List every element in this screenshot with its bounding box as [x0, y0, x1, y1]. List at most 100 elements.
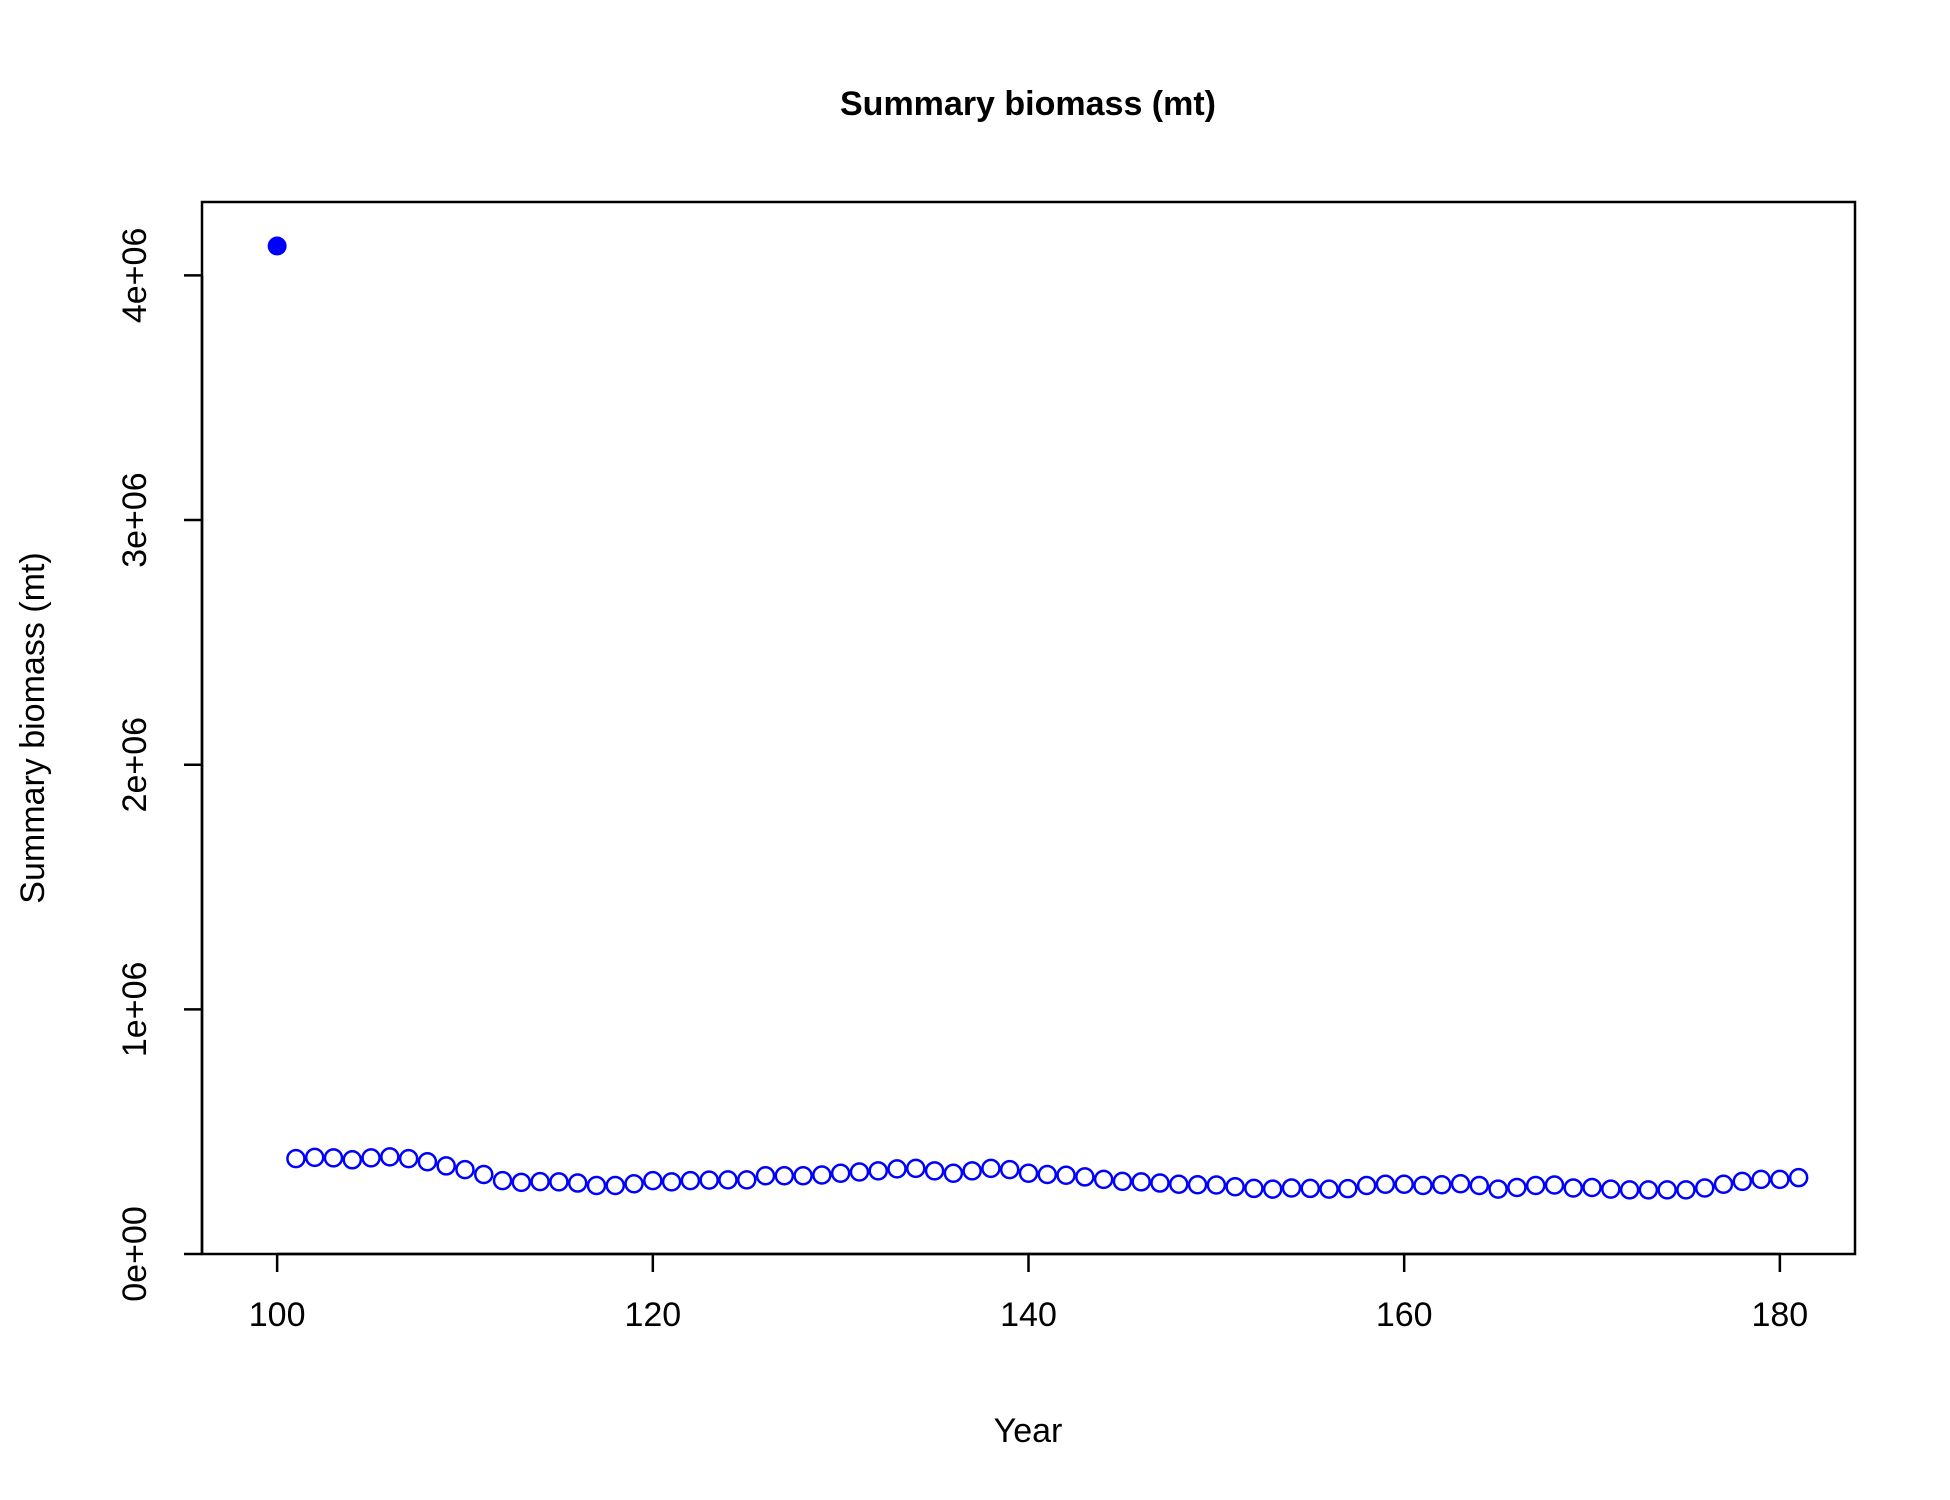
- data-point: [1206, 1175, 1227, 1195]
- data-point: [1619, 1180, 1640, 1200]
- data-point: [1338, 1178, 1358, 1199]
- data-point: [774, 1165, 795, 1186]
- data-point: [1375, 1174, 1396, 1195]
- chart-title: Summary biomass (mt): [840, 85, 1216, 123]
- data-point: [1281, 1178, 1302, 1198]
- data-point: [906, 1158, 926, 1179]
- data-point: [1601, 1179, 1621, 1199]
- data-point: [1657, 1180, 1677, 1200]
- x-tick-label: 120: [624, 1296, 681, 1334]
- data-point: [323, 1148, 344, 1168]
- data-point: [1432, 1175, 1452, 1195]
- data-point: [1169, 1174, 1189, 1195]
- data-point: [1544, 1175, 1565, 1195]
- data-point: [1037, 1164, 1058, 1185]
- data-point: [643, 1170, 663, 1191]
- data-point: [1244, 1178, 1264, 1199]
- data-point: [1713, 1174, 1734, 1195]
- data-point: [511, 1172, 532, 1193]
- data-points: [267, 236, 1809, 1200]
- data-point: [567, 1173, 588, 1193]
- data-point: [736, 1170, 757, 1190]
- data-point: [830, 1163, 851, 1184]
- data-point: [1150, 1173, 1170, 1193]
- data-point: [286, 1148, 306, 1169]
- data-point: [849, 1162, 870, 1182]
- data-point: [680, 1170, 701, 1191]
- data-point: [1056, 1165, 1076, 1185]
- data-point: [1788, 1167, 1809, 1188]
- data-point: [1413, 1175, 1433, 1196]
- data-point: [1225, 1176, 1245, 1197]
- x-tick-label: 180: [1751, 1296, 1808, 1334]
- data-point: [304, 1147, 325, 1168]
- data-point: [1112, 1171, 1133, 1192]
- data-point: [1638, 1180, 1659, 1200]
- data-point: [661, 1172, 682, 1192]
- data-point: [624, 1174, 644, 1194]
- data-point: [455, 1159, 475, 1180]
- data-point: [1507, 1177, 1527, 1198]
- data-point: [1356, 1175, 1377, 1196]
- data-point: [1751, 1169, 1771, 1190]
- data-point: [699, 1170, 719, 1190]
- data-point: [868, 1161, 888, 1181]
- data-point: [380, 1147, 400, 1167]
- y-axis-label: Summary biomass (mt): [14, 552, 52, 903]
- x-axis-label: Year: [994, 1412, 1063, 1450]
- data-point: [361, 1148, 381, 1168]
- y-tick-label: 4e+06: [116, 228, 154, 324]
- data-point: [1394, 1174, 1414, 1195]
- y-axis: 0e+00 1e+06 2e+06 3e+06 4e+06: [116, 228, 204, 1302]
- data-point: [436, 1156, 456, 1176]
- data-point: [1525, 1175, 1546, 1196]
- data-point: [342, 1150, 363, 1170]
- y-tick-label: 1e+06: [116, 962, 154, 1058]
- data-point: [812, 1165, 832, 1185]
- data-point: [943, 1163, 964, 1184]
- data-point: [1075, 1167, 1095, 1187]
- plot-frame: [200, 200, 1857, 1256]
- data-point: [1262, 1179, 1283, 1199]
- data-point-filled: [267, 236, 287, 256]
- y-tick-label: 0e+00: [116, 1206, 154, 1302]
- data-point: [1093, 1169, 1114, 1190]
- data-point: [549, 1172, 569, 1192]
- data-point: [1131, 1172, 1151, 1192]
- data-point: [1732, 1171, 1753, 1192]
- y-tick-label: 2e+06: [116, 717, 154, 813]
- data-point: [962, 1161, 982, 1181]
- data-point: [981, 1158, 1001, 1179]
- data-point: [1319, 1179, 1339, 1199]
- data-point: [718, 1170, 738, 1190]
- x-tick-label: 140: [1000, 1296, 1057, 1334]
- x-tick-label: 100: [249, 1296, 306, 1334]
- data-point: [1469, 1175, 1490, 1196]
- data-point: [1694, 1178, 1715, 1198]
- x-axis: 100 120 140 160 180: [249, 1252, 1808, 1334]
- data-point: [492, 1170, 513, 1191]
- data-point: [755, 1165, 776, 1186]
- data-point: [474, 1164, 494, 1185]
- data-point: [1676, 1180, 1696, 1200]
- data-point: [586, 1175, 607, 1196]
- data-point: [1488, 1179, 1508, 1199]
- data-point: [1450, 1174, 1471, 1194]
- data-point: [398, 1148, 419, 1169]
- data-point: [924, 1161, 945, 1181]
- data-point: [1018, 1163, 1039, 1184]
- y-tick-label: 3e+06: [116, 472, 154, 568]
- data-point: [1563, 1178, 1583, 1198]
- data-point: [605, 1175, 625, 1196]
- data-point: [999, 1159, 1020, 1180]
- data-point: [1187, 1175, 1208, 1195]
- x-tick-label: 160: [1376, 1296, 1433, 1334]
- data-point: [417, 1152, 438, 1172]
- data-point: [1582, 1177, 1602, 1198]
- data-point: [530, 1171, 550, 1192]
- data-point: [1770, 1169, 1790, 1190]
- data-point: [793, 1165, 813, 1186]
- data-point: [887, 1159, 907, 1179]
- data-point: [1300, 1178, 1321, 1199]
